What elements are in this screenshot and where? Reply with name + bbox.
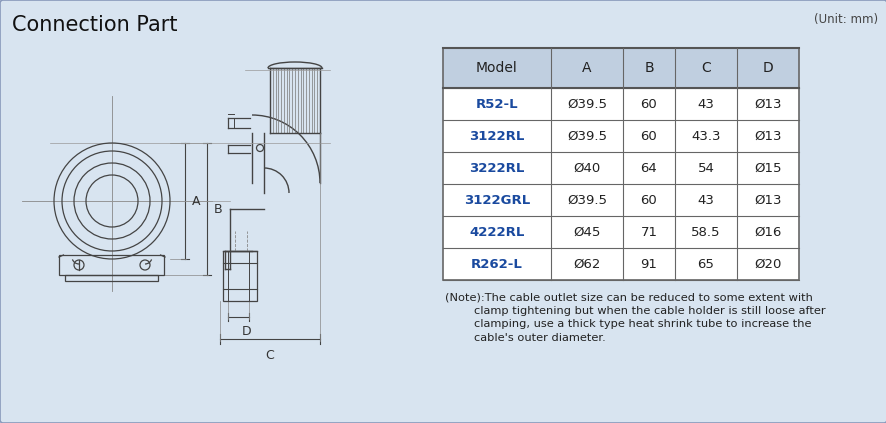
Text: (Unit: mm): (Unit: mm) <box>813 13 877 26</box>
Text: 3122RL: 3122RL <box>469 129 525 143</box>
Text: Model: Model <box>476 61 517 75</box>
Text: C: C <box>265 349 274 362</box>
Text: 60: 60 <box>640 193 657 206</box>
Text: 43.3: 43.3 <box>690 129 720 143</box>
Text: Ø62: Ø62 <box>572 258 600 270</box>
Text: Ø15: Ø15 <box>753 162 781 175</box>
Text: D: D <box>241 325 251 338</box>
Text: Ø13: Ø13 <box>753 193 781 206</box>
Text: 71: 71 <box>640 225 657 239</box>
Text: Ø40: Ø40 <box>572 162 600 175</box>
Text: Connection Part: Connection Part <box>12 15 177 35</box>
Bar <box>66 275 159 281</box>
Text: 3122GRL: 3122GRL <box>463 193 530 206</box>
Text: B: B <box>643 61 653 75</box>
Bar <box>442 48 798 280</box>
Text: cable's outer diameter.: cable's outer diameter. <box>445 332 605 343</box>
Bar <box>222 251 257 301</box>
Text: 65: 65 <box>696 258 713 270</box>
Text: A: A <box>191 195 200 208</box>
Text: 58.5: 58.5 <box>690 225 720 239</box>
Text: Ø45: Ø45 <box>572 225 600 239</box>
Text: 43: 43 <box>696 193 713 206</box>
Text: R262-L: R262-L <box>470 258 523 270</box>
Text: C: C <box>700 61 710 75</box>
Text: D: D <box>762 61 773 75</box>
Text: 91: 91 <box>640 258 657 270</box>
Text: Ø39.5: Ø39.5 <box>566 97 606 110</box>
Text: 3222RL: 3222RL <box>469 162 525 175</box>
Text: 4222RL: 4222RL <box>469 225 525 239</box>
Text: Ø16: Ø16 <box>753 225 781 239</box>
Text: 64: 64 <box>640 162 657 175</box>
Text: 60: 60 <box>640 97 657 110</box>
Bar <box>442 48 798 280</box>
Text: 43: 43 <box>696 97 713 110</box>
Text: B: B <box>214 203 222 215</box>
Text: (Note):The cable outlet size can be reduced to some extent with: (Note):The cable outlet size can be redu… <box>445 292 812 302</box>
Text: 60: 60 <box>640 129 657 143</box>
Text: Ø39.5: Ø39.5 <box>566 129 606 143</box>
Text: clamping, use a thick type heat shrink tube to increase the: clamping, use a thick type heat shrink t… <box>445 319 811 329</box>
Text: clamp tightening but when the cable holder is still loose after: clamp tightening but when the cable hold… <box>445 305 825 316</box>
Text: Ø39.5: Ø39.5 <box>566 193 606 206</box>
Text: Ø13: Ø13 <box>753 97 781 110</box>
Text: 54: 54 <box>696 162 713 175</box>
Bar <box>442 48 798 88</box>
Text: Ø13: Ø13 <box>753 129 781 143</box>
Text: A: A <box>581 61 591 75</box>
Text: R52-L: R52-L <box>475 97 517 110</box>
Bar <box>59 255 164 275</box>
Text: Ø20: Ø20 <box>753 258 781 270</box>
